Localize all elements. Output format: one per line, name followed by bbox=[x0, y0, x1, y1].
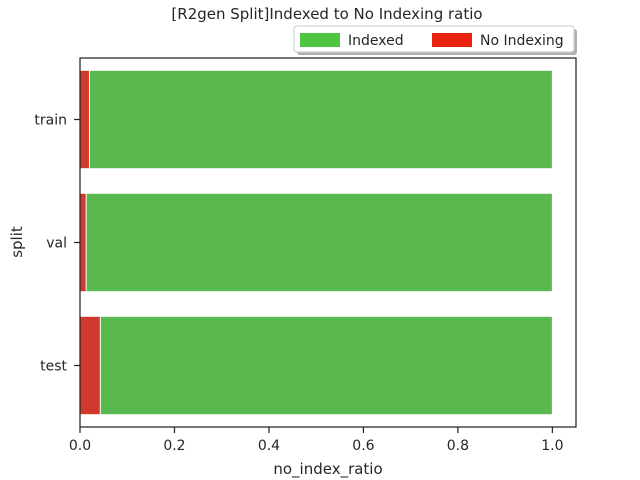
chart-title: [R2gen Split]Indexed to No Indexing rati… bbox=[171, 5, 482, 23]
legend-swatch-no-indexing bbox=[432, 33, 472, 47]
x-tick-label: 0.8 bbox=[447, 438, 469, 454]
y-tick-label-train: train bbox=[34, 113, 67, 129]
bar-indexed-train bbox=[79, 69, 553, 170]
legend-label: Indexed bbox=[348, 33, 404, 49]
x-tick-label: 0.4 bbox=[258, 438, 280, 454]
bar-no-indexing-train bbox=[79, 69, 90, 170]
bars-group bbox=[79, 69, 553, 416]
x-tick-label: 0.2 bbox=[163, 438, 185, 454]
x-tick-label: 0.6 bbox=[352, 438, 374, 454]
x-axis-label: no_index_ratio bbox=[273, 460, 382, 479]
y-axis: train val test bbox=[34, 113, 80, 375]
x-tick-label: 0.0 bbox=[69, 438, 91, 454]
y-tick-label-val: val bbox=[46, 236, 67, 252]
y-tick-label-test: test bbox=[40, 359, 67, 375]
x-axis: 0.0 0.2 0.4 0.6 0.8 1.0 bbox=[69, 427, 564, 454]
x-tick-label: 1.0 bbox=[541, 438, 563, 454]
bar-no-indexing-val bbox=[79, 192, 87, 293]
legend-label: No Indexing bbox=[480, 33, 564, 49]
legend: Indexed No Indexing bbox=[293, 25, 577, 55]
legend-swatch-indexed bbox=[300, 33, 340, 47]
bar-indexed-val bbox=[79, 192, 553, 293]
y-axis-label: split bbox=[8, 226, 26, 258]
bar-indexed-test bbox=[79, 315, 553, 416]
bar-no-indexing-test bbox=[79, 315, 101, 416]
